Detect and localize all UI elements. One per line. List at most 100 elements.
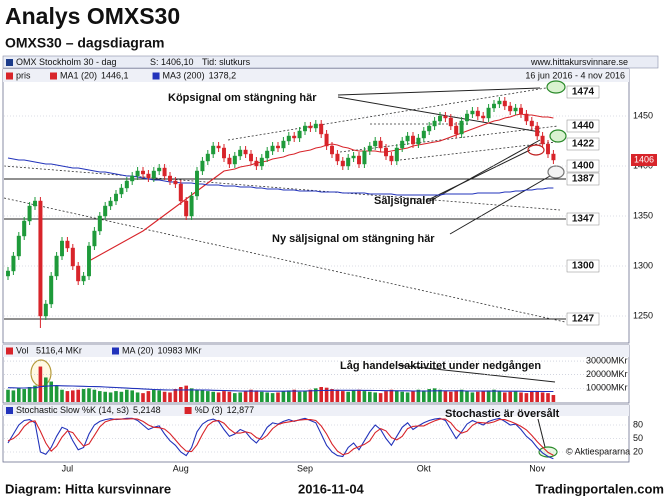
level-box bbox=[566, 212, 600, 226]
series-line bbox=[7, 385, 554, 393]
annotation: Låg handelsaktivitet under nedgången bbox=[340, 360, 541, 372]
candle-body bbox=[221, 147, 226, 159]
candle-body bbox=[167, 175, 172, 182]
y-tick-label: 20000MKr bbox=[586, 369, 628, 379]
volume-bar bbox=[303, 391, 307, 402]
volume-bar bbox=[81, 389, 86, 402]
info-time: Tid: slutkurs bbox=[202, 57, 251, 67]
arrows bbox=[337, 87, 556, 448]
candle-body bbox=[248, 153, 253, 162]
candle-body bbox=[49, 275, 54, 305]
candle-body bbox=[189, 195, 194, 217]
volume-bar bbox=[546, 393, 550, 402]
volume-bar bbox=[368, 391, 372, 402]
candle-body bbox=[389, 155, 394, 162]
legend-value: 12,877 bbox=[227, 405, 255, 415]
candle-body bbox=[421, 130, 426, 139]
candle-body bbox=[200, 160, 205, 172]
volume-bar bbox=[249, 389, 253, 402]
volume-bar bbox=[400, 391, 404, 402]
volume-bar bbox=[276, 392, 280, 402]
info-bar bbox=[2, 55, 659, 69]
volume-bar bbox=[530, 391, 534, 402]
candle-body bbox=[146, 173, 151, 179]
candle-body bbox=[416, 137, 421, 145]
y-tick-label: 50 bbox=[633, 433, 643, 443]
volume-bar bbox=[65, 391, 70, 402]
footer-source: Diagram: Hitta kursvinnare bbox=[5, 481, 171, 496]
candle-body bbox=[54, 255, 59, 277]
volume-bar bbox=[108, 392, 113, 402]
volume-bar bbox=[71, 390, 75, 402]
volume-bar bbox=[497, 391, 502, 402]
volume-bar bbox=[535, 391, 539, 402]
volume-bar bbox=[27, 387, 32, 402]
subtitle: OMXS30 – dagsdiagram bbox=[5, 35, 165, 51]
candle-body bbox=[340, 160, 345, 167]
legend-label: MA3 (200) bbox=[163, 70, 205, 80]
volume-bar bbox=[211, 391, 215, 402]
candle-body bbox=[27, 205, 32, 222]
candle-body bbox=[465, 113, 470, 122]
candle-body bbox=[92, 230, 97, 247]
x-tick-label: Aug bbox=[173, 463, 189, 473]
series-line bbox=[7, 417, 554, 460]
candle-body bbox=[438, 115, 443, 122]
volume-bar bbox=[287, 390, 291, 402]
volume-bar bbox=[11, 390, 16, 402]
candle-body bbox=[81, 275, 86, 282]
volume-bar bbox=[422, 390, 426, 402]
candle-body bbox=[33, 200, 38, 207]
volume-bar bbox=[38, 366, 43, 402]
volume-bar bbox=[17, 388, 21, 402]
y-tick-label: 80 bbox=[633, 419, 643, 429]
candle-body bbox=[486, 107, 491, 119]
volume-bar bbox=[265, 392, 269, 402]
candle-body bbox=[427, 125, 432, 132]
x-tick-label: Jul bbox=[62, 463, 74, 473]
candle-body bbox=[178, 183, 183, 202]
volume-bar bbox=[351, 390, 356, 402]
level-box bbox=[566, 312, 600, 326]
x-tick-label: Okt bbox=[417, 463, 432, 473]
candle-body bbox=[405, 135, 410, 142]
candle-body bbox=[16, 235, 21, 257]
candle-body bbox=[108, 200, 113, 207]
volume-bar bbox=[141, 393, 145, 402]
candle-body bbox=[281, 140, 286, 149]
legend-swatch bbox=[184, 407, 192, 414]
candle-body bbox=[232, 155, 237, 165]
volume-bar bbox=[281, 391, 286, 402]
volume-bar bbox=[103, 391, 107, 402]
legend-value: 1378,2 bbox=[209, 70, 237, 80]
legend-swatch bbox=[50, 72, 57, 80]
volume-bar bbox=[173, 389, 178, 402]
legend-swatch bbox=[152, 72, 160, 80]
credit: © Aktiespararna bbox=[566, 446, 630, 456]
candle-body bbox=[529, 120, 534, 127]
volume-legend-bar bbox=[3, 345, 629, 357]
candle-body bbox=[243, 149, 248, 155]
level-label: 1300 bbox=[572, 261, 595, 272]
candle-body bbox=[481, 115, 486, 119]
volume-bar bbox=[481, 391, 485, 402]
volume-bar bbox=[233, 393, 237, 402]
volume-bar bbox=[206, 391, 210, 402]
trend-lines bbox=[3, 85, 566, 323]
volume-bar bbox=[260, 391, 264, 402]
candle-body bbox=[497, 100, 502, 105]
volume-bar bbox=[22, 389, 26, 402]
volume-bar bbox=[443, 391, 448, 402]
level-label: 1347 bbox=[572, 214, 595, 225]
period: 16 jun 2016 - 4 nov 2016 bbox=[525, 70, 625, 80]
candle-body bbox=[60, 240, 65, 257]
legend-swatch bbox=[6, 72, 13, 80]
candle-body bbox=[70, 247, 75, 267]
candle-body bbox=[259, 157, 264, 167]
volume-bar bbox=[519, 392, 523, 402]
candle-body bbox=[454, 125, 459, 135]
candle-body bbox=[124, 180, 129, 189]
level-label: 1400 bbox=[572, 161, 595, 172]
level-box bbox=[566, 172, 600, 186]
